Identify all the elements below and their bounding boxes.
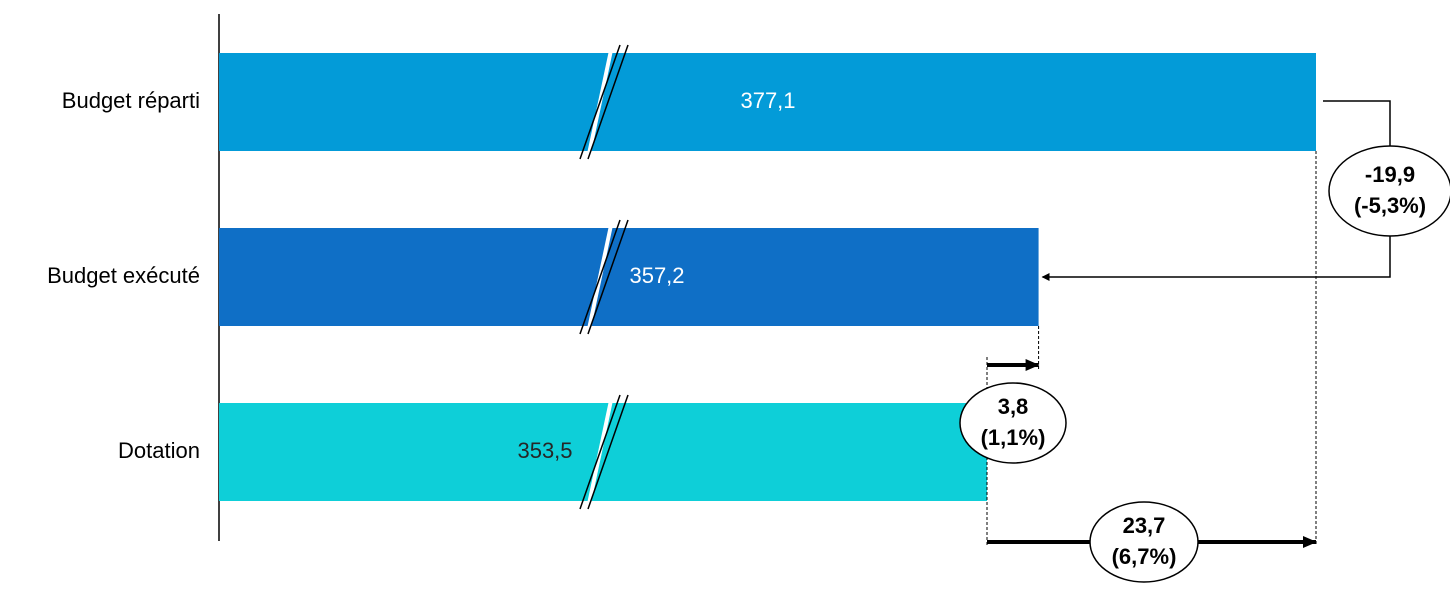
category-label: Budget réparti xyxy=(62,88,200,113)
category-label: Dotation xyxy=(118,438,200,463)
annotation-bubble xyxy=(959,382,1067,464)
axis-break xyxy=(587,394,629,510)
axis-break xyxy=(579,44,621,160)
bar xyxy=(219,228,1039,326)
value-label: 357,2 xyxy=(629,263,684,288)
bar xyxy=(219,53,1316,151)
annotation-text: 3,8 xyxy=(998,394,1029,419)
annotation-text: (6,7%) xyxy=(1112,544,1177,569)
value-label: 353,5 xyxy=(517,438,572,463)
axis-break xyxy=(587,44,629,160)
axis-break xyxy=(587,219,629,335)
annotation-bubble xyxy=(1089,501,1199,583)
annotation-bubble xyxy=(1328,145,1450,237)
annotation-text: (1,1%) xyxy=(981,425,1046,450)
annotation-text: (-5,3%) xyxy=(1354,193,1426,218)
value-label: 377,1 xyxy=(740,88,795,113)
annotation-text: -19,9 xyxy=(1365,162,1415,187)
axis-break xyxy=(579,394,621,510)
axis-break xyxy=(579,219,621,335)
bar xyxy=(219,403,987,501)
category-label: Budget exécuté xyxy=(47,263,200,288)
annotation-text: 23,7 xyxy=(1123,513,1166,538)
